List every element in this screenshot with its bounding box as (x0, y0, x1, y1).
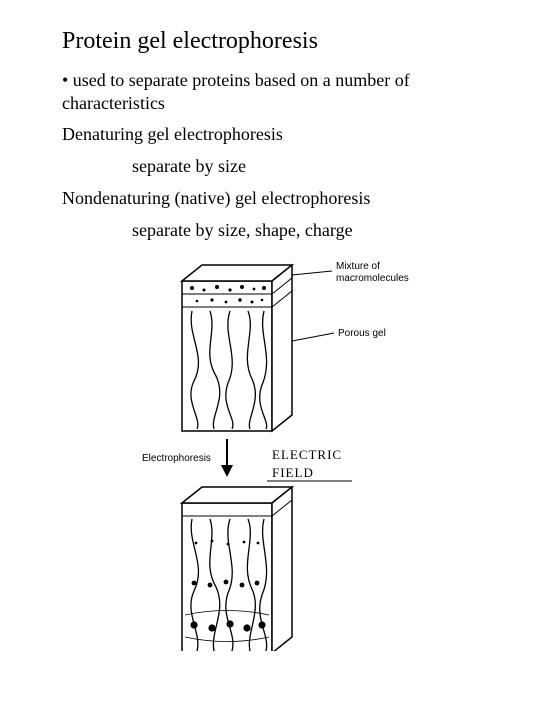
electrophoresis-arrow: Electrophoresis (142, 439, 233, 477)
subheading-nondenaturing: Nondenaturing (native) gel electrophores… (62, 188, 492, 209)
handwritten-electric-field: ELECTRIC FIELD (267, 447, 352, 481)
subheading-denaturing: Denaturing gel electrophoresis (62, 124, 492, 145)
top-gel-column (182, 265, 292, 431)
detail-denaturing: separate by size (62, 155, 492, 178)
label-mixture-line1: Mixture of (336, 261, 380, 272)
page-title: Protein gel electrophoresis (62, 28, 492, 55)
bottom-gel-column (182, 487, 292, 651)
bullet-characteristics: • used to separate proteins based on a n… (62, 69, 492, 114)
label-porous-gel: Porous gel (338, 328, 386, 339)
top-labels: Mixture of macromolecules Porous gel (292, 261, 409, 341)
label-electrophoresis: Electrophoresis (142, 453, 211, 464)
label-mixture-line2: macromolecules (336, 273, 409, 284)
slide-page: Protein gel electrophoresis • used to se… (0, 0, 540, 651)
detail-nondenaturing: separate by size, shape, charge (62, 219, 492, 242)
hand-field: FIELD (272, 465, 314, 480)
hand-electric: ELECTRIC (272, 447, 342, 462)
diagram-svg: Mixture of macromolecules Porous gel Ele… (122, 251, 432, 651)
electrophoresis-diagram: Mixture of macromolecules Porous gel Ele… (62, 251, 492, 651)
